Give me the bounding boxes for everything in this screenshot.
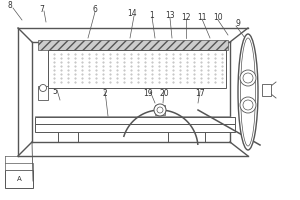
Bar [5,163,33,170]
Bar [155,105,165,115]
Text: 10: 10 [213,14,223,22]
Text: 6: 6 [93,5,98,15]
Text: 19: 19 [143,88,153,98]
Text: 20: 20 [159,88,169,98]
Text: 13: 13 [165,11,175,21]
Text: 12: 12 [181,12,191,21]
Bar [35,124,235,132]
Bar [38,40,228,50]
Circle shape [240,97,256,113]
Text: 8: 8 [8,1,12,10]
Text: A: A [16,176,21,182]
Circle shape [154,104,166,116]
Text: 9: 9 [236,20,240,28]
Text: 1: 1 [150,10,154,20]
Bar [5,170,33,188]
Text: 2: 2 [103,88,107,98]
Bar [48,50,226,88]
Bar [262,84,271,96]
Text: 11: 11 [197,12,207,21]
Text: 17: 17 [195,88,205,98]
Text: 5: 5 [52,88,57,97]
Bar [38,86,48,100]
Circle shape [240,70,256,86]
Ellipse shape [238,34,258,150]
Text: 14: 14 [127,9,137,19]
Text: 7: 7 [40,4,44,14]
Circle shape [40,84,46,92]
Bar [35,117,235,124]
